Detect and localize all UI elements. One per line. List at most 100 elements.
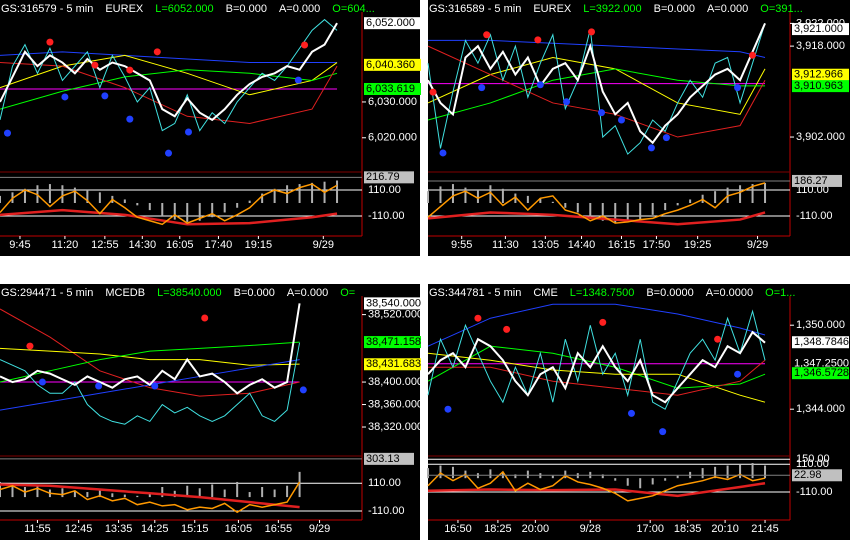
histogram-bar xyxy=(248,200,251,203)
x-tick-label: 19:15 xyxy=(245,239,273,251)
price-label-box xyxy=(792,336,849,349)
price-line xyxy=(0,342,301,425)
histogram-bar xyxy=(173,203,176,220)
histogram-bar xyxy=(589,203,592,219)
header-text: L=3922.000 xyxy=(583,3,641,15)
pivot-dot xyxy=(26,342,34,350)
pivot-dot xyxy=(627,409,635,417)
price-label-box xyxy=(364,336,421,349)
indicator-tick-label: 110.00 xyxy=(796,458,829,470)
x-tick-label: 17:00 xyxy=(636,523,664,535)
indicator-line xyxy=(0,481,301,514)
histogram-bar xyxy=(161,203,164,217)
indicator-tick-label: 110.00 xyxy=(368,184,401,196)
histogram-bar xyxy=(136,495,139,498)
header-text: B=0.000 xyxy=(654,3,695,15)
price-line xyxy=(427,309,766,410)
pivot-dot xyxy=(714,335,722,343)
histogram-bar xyxy=(148,203,151,211)
pivot-dot xyxy=(126,66,134,74)
indicator-current-label: 216.79 xyxy=(366,171,400,183)
x-tick-label: 17:40 xyxy=(205,239,233,251)
x-tick-label: 13:05 xyxy=(532,239,560,251)
pivot-dot xyxy=(3,129,11,137)
price-label: 38,471.158 xyxy=(366,336,421,348)
price-label: 1,348.7846 xyxy=(794,336,849,348)
histogram-bar xyxy=(61,185,64,203)
pivot-dot xyxy=(153,48,161,56)
histogram-bar xyxy=(714,466,717,479)
y-tick-label: 1,350.000 xyxy=(796,319,845,331)
y-tick-label: 3,902.000 xyxy=(796,131,845,143)
x-tick-label: 20:10 xyxy=(711,523,739,535)
y-tick-label: 6,030.000 xyxy=(368,96,417,108)
indicator-tick-label: 110.00 xyxy=(368,477,401,489)
histogram-bar xyxy=(451,184,454,203)
x-tick-label: 16:15 xyxy=(608,239,636,251)
histogram-bar xyxy=(427,468,429,479)
price-label: 3,921.000 xyxy=(794,23,843,35)
price-line xyxy=(0,18,338,132)
indicator-current-label: 22.98 xyxy=(794,469,822,481)
histogram-bar xyxy=(564,470,567,479)
pivot-dot xyxy=(294,76,302,84)
histogram-bar xyxy=(639,478,642,489)
price-label: 6,033.619 xyxy=(366,83,415,95)
pivot-dot xyxy=(126,115,134,123)
histogram-bar xyxy=(236,203,239,208)
histogram-bar xyxy=(148,493,151,498)
pivot-dot xyxy=(439,149,447,157)
panel-background xyxy=(0,284,420,540)
histogram-bar xyxy=(86,492,89,498)
pivot-dot xyxy=(617,116,625,124)
pivot-dot xyxy=(536,81,544,89)
panel-background xyxy=(0,0,420,256)
pivot-dot xyxy=(38,378,46,386)
histogram-bar xyxy=(36,485,39,498)
x-tick-label: 14:25 xyxy=(141,523,169,535)
header-text: O=391... xyxy=(760,3,803,15)
price-label: 38,540.000 xyxy=(366,297,421,309)
header-text: A=0.000 xyxy=(287,287,328,299)
price-label-box xyxy=(364,82,421,95)
y-tick-label: 38,520.000 xyxy=(368,309,423,321)
pivot-dot xyxy=(301,41,309,49)
header-text: O= xyxy=(340,287,355,299)
indicator-line xyxy=(427,182,766,224)
pivot-dot xyxy=(91,61,99,69)
histogram-bar xyxy=(601,203,604,221)
x-tick-label: 12:45 xyxy=(65,523,93,535)
pivot-dot xyxy=(474,314,482,322)
price-label: 3,912.966 xyxy=(794,69,843,81)
histogram-bar xyxy=(639,203,642,220)
histogram-bar xyxy=(676,203,679,206)
y-tick-label: 6,020.000 xyxy=(368,132,417,144)
histogram-bar xyxy=(273,489,276,498)
indicator-tick-label: -110.00 xyxy=(368,505,405,517)
histogram-bar xyxy=(764,182,767,203)
x-tick-label: 19:25 xyxy=(684,239,712,251)
histogram-bar xyxy=(664,478,667,481)
header-text: A=0.0000 xyxy=(706,287,753,299)
histogram-bar xyxy=(739,185,742,203)
x-tick-label: 18:25 xyxy=(484,523,512,535)
histogram-bar xyxy=(526,470,529,479)
header-text: MCEDB xyxy=(105,287,145,299)
price-line xyxy=(0,341,300,383)
histogram-bar xyxy=(514,193,517,203)
y-tick-label: 3,918.000 xyxy=(796,40,845,52)
pivot-dot xyxy=(647,144,655,152)
indicator-tick-label: -110.00 xyxy=(796,486,833,498)
histogram-bar xyxy=(551,201,554,203)
price-label-box xyxy=(364,58,421,71)
indicator-current-box xyxy=(792,469,842,482)
price-line xyxy=(0,303,301,395)
price-line xyxy=(427,352,766,403)
price-line xyxy=(427,303,766,347)
histogram-bar xyxy=(211,203,214,218)
price-label-box xyxy=(792,357,849,370)
histogram-bar xyxy=(161,487,164,498)
pivot-dot xyxy=(429,88,437,96)
indicator-current-label: 303.13 xyxy=(366,453,400,465)
